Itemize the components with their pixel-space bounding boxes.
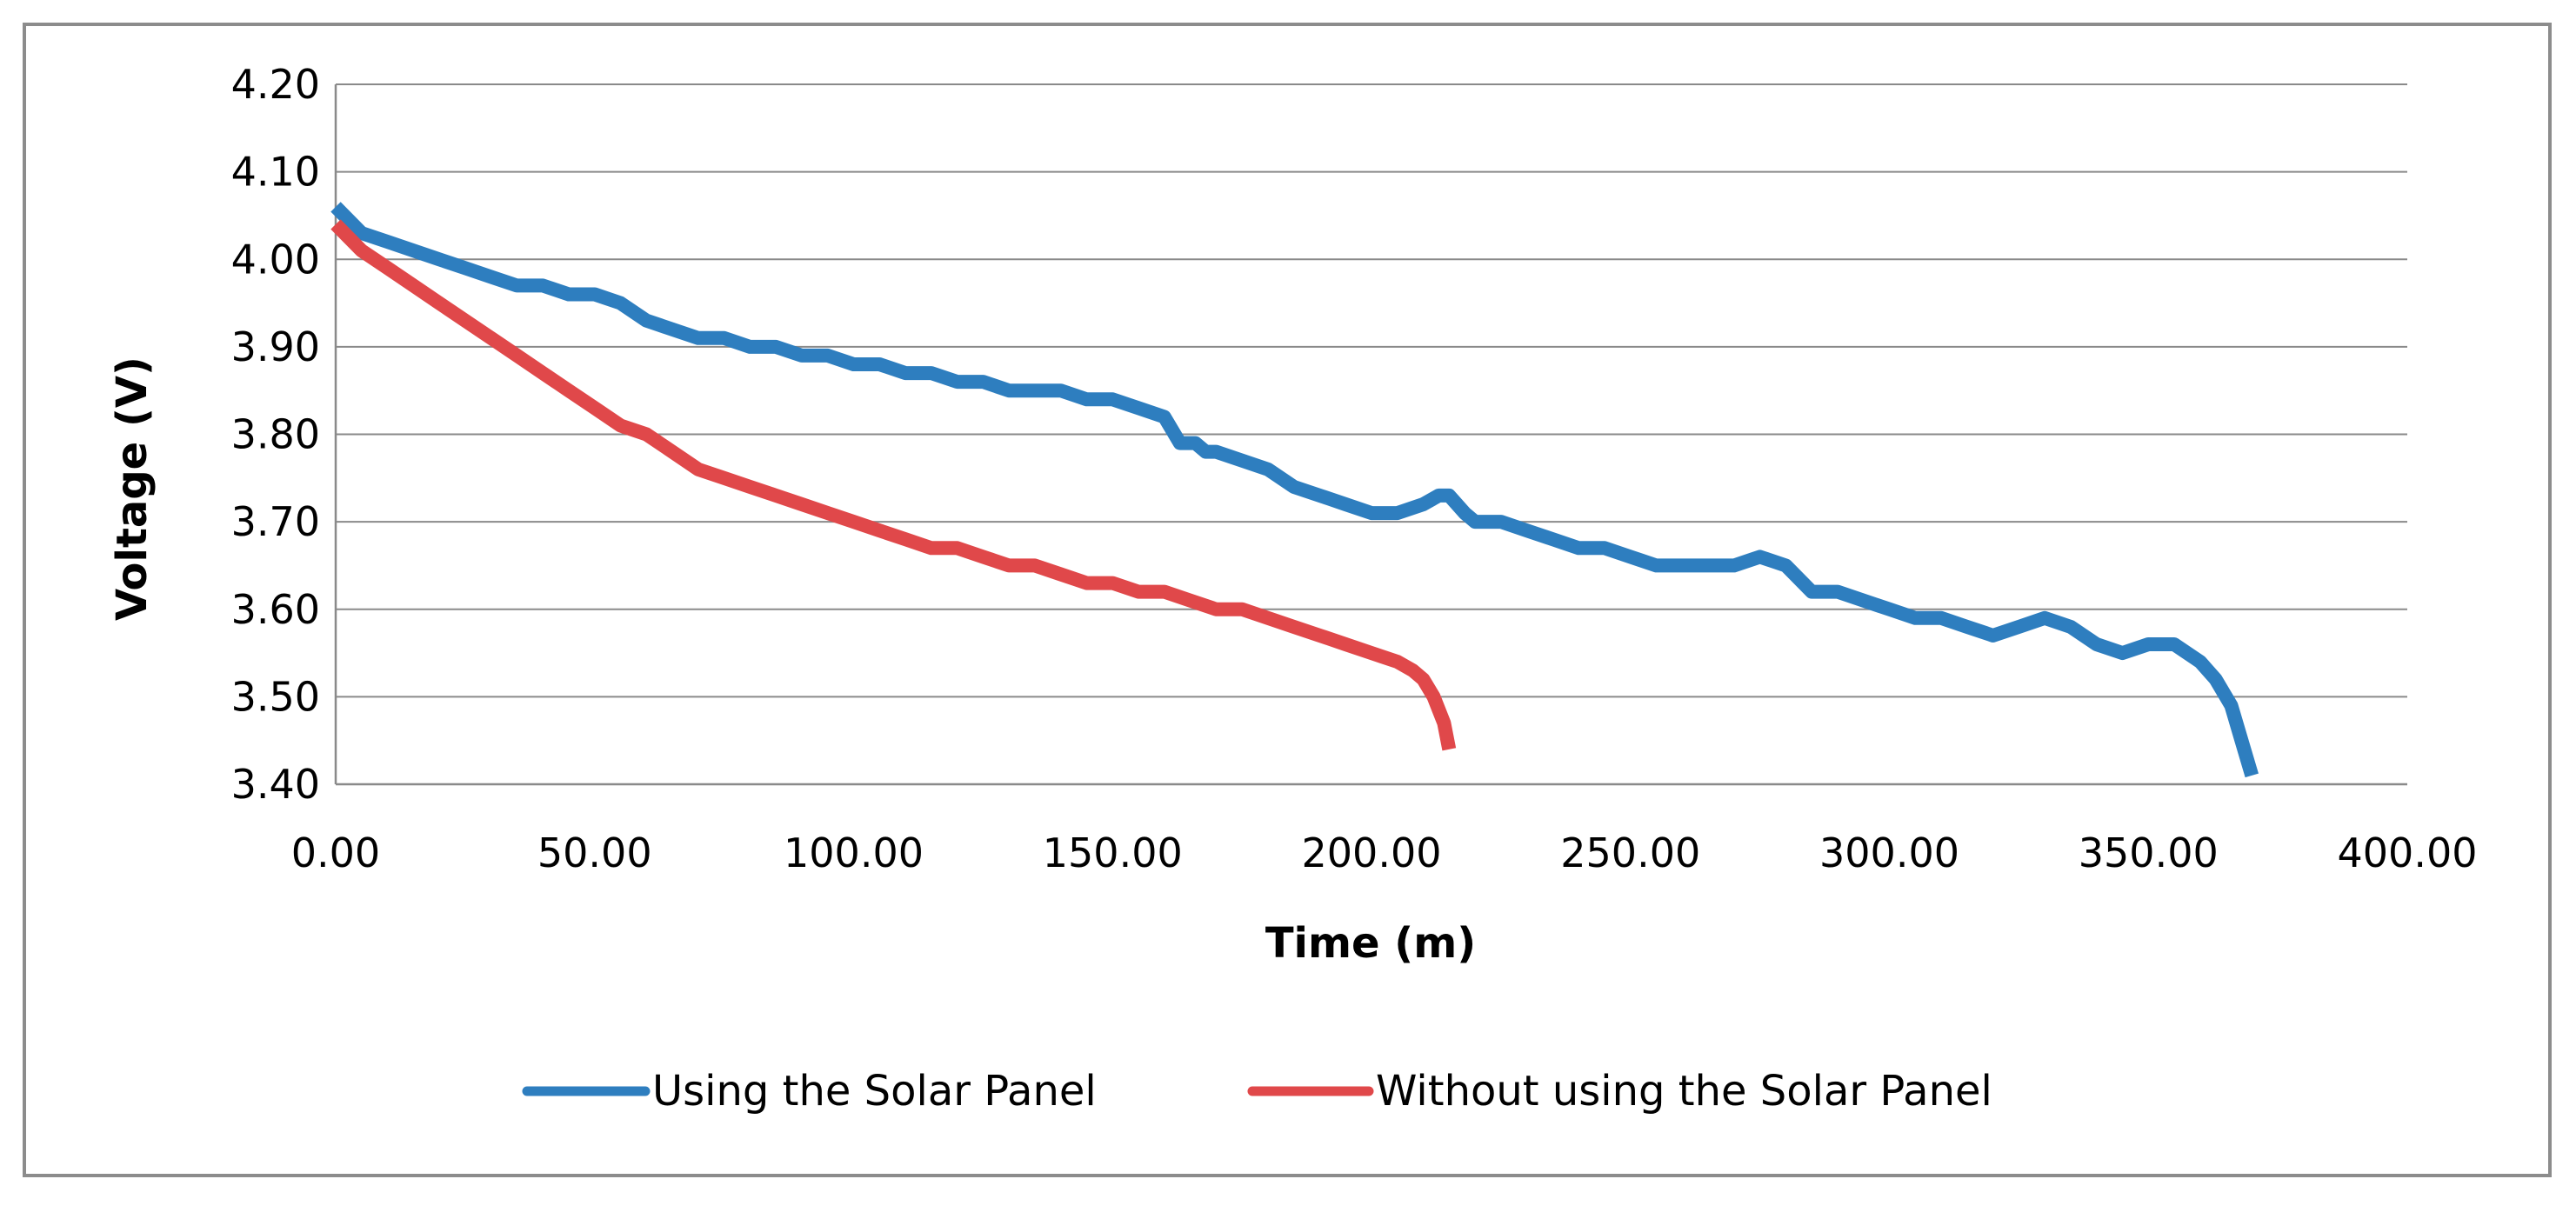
y-tick-label: 3.40 [231,761,320,808]
legend-label-solar: Using the Solar Panel [652,1067,1097,1116]
gridlines [336,83,2407,698]
series-line-solar [330,202,2259,778]
x-tick-label: 150.00 [1043,829,1183,876]
y-tick-label: 3.70 [231,498,320,545]
y-tick-label: 4.10 [231,149,320,196]
y-axis-title: Voltage (V) [108,356,157,621]
y-tick-label: 4.20 [231,61,320,108]
x-tick-label: 50.00 [537,829,652,876]
tick-labels: 3.40 3.50 3.60 3.70 3.80 3.90 4.00 4.10 4.20 0.00… [231,61,2478,876]
x-tick-label: 0.00 [291,829,380,876]
x-tick-label: 200.00 [1302,829,1442,876]
x-axis-title: Time (m) [1265,919,1476,968]
x-tick-label: 300.00 [1819,829,1959,876]
y-tick-label: 4.00 [231,236,320,283]
legend: Using the Solar Panel Without using the … [522,1067,1992,1116]
x-tick-label: 100.00 [784,829,924,876]
y-tick-label: 3.90 [231,323,320,370]
series-lines [330,202,2259,778]
y-tick-label: 3.50 [231,673,320,720]
x-tick-label: 250.00 [1560,829,1700,876]
legend-label-no-solar: Without using the Solar Panel [1376,1067,1992,1116]
series-line-no-solar [330,219,1457,751]
y-tick-label: 3.60 [231,586,320,633]
y-tick-label: 3.80 [231,411,320,458]
axes [334,84,2407,786]
x-tick-label: 400.00 [2338,829,2478,876]
x-tick-label: 350.00 [2079,829,2219,876]
chart-frame [23,23,2552,1177]
